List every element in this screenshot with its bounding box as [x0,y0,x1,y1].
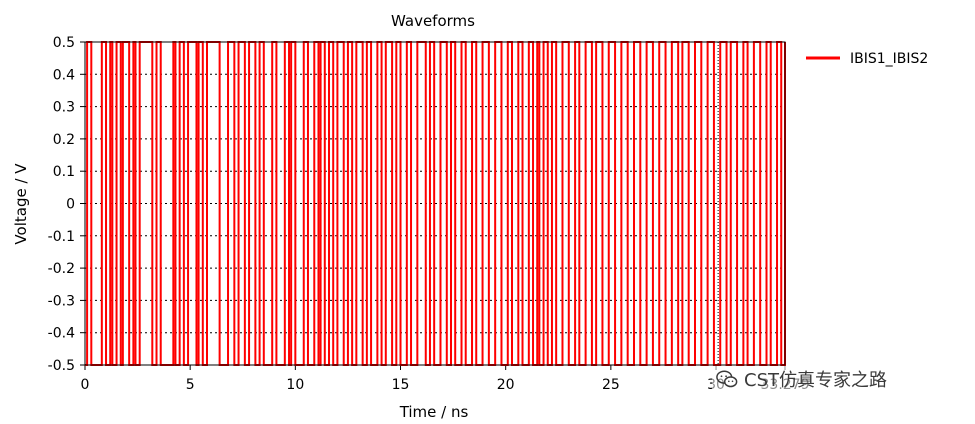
wechat-icon [716,370,738,388]
x-tick-label: 0 [81,377,90,393]
plot-frame [84,41,786,366]
watermark-text: CST仿真专家之路 [744,370,887,391]
y-tick-label: -0.4 [48,326,75,342]
y-tick-label: -0.5 [48,358,75,374]
y-tick-label: 0.1 [53,164,75,180]
y-tick-label: 0 [66,197,75,213]
y-tick-label: 0.5 [53,35,75,51]
watermark: CST仿真专家之路 [712,366,891,392]
x-axis-title: Time / ns [399,403,469,421]
y-axis-ticks: 0.5 0.4 0.3 0.2 0.1 0 -0.1 -0.2 -0.3 -0.4 -0.5 [48,35,85,374]
y-tick-label: -0.3 [48,293,75,309]
y-tick-label: 0.3 [53,100,75,116]
y-tick-label: 0.2 [53,132,75,148]
y-axis-title: Voltage / V [12,163,30,245]
chart-title: Waveforms [391,12,475,30]
x-tick-label: 25 [602,377,620,393]
x-tick-label: 10 [286,377,304,393]
x-tick-label: 5 [186,377,195,393]
legend-label: IBIS1_IBIS2 [850,51,928,67]
legend: IBIS1_IBIS2 [806,51,928,67]
y-tick-label: -0.1 [48,229,75,245]
x-tick-label: 15 [392,377,410,393]
x-axis-ticks: 05101520253033.279 [81,365,810,393]
x-tick-label: 20 [497,377,515,393]
y-tick-label: 0.4 [53,67,75,83]
y-tick-label: -0.2 [48,261,75,277]
